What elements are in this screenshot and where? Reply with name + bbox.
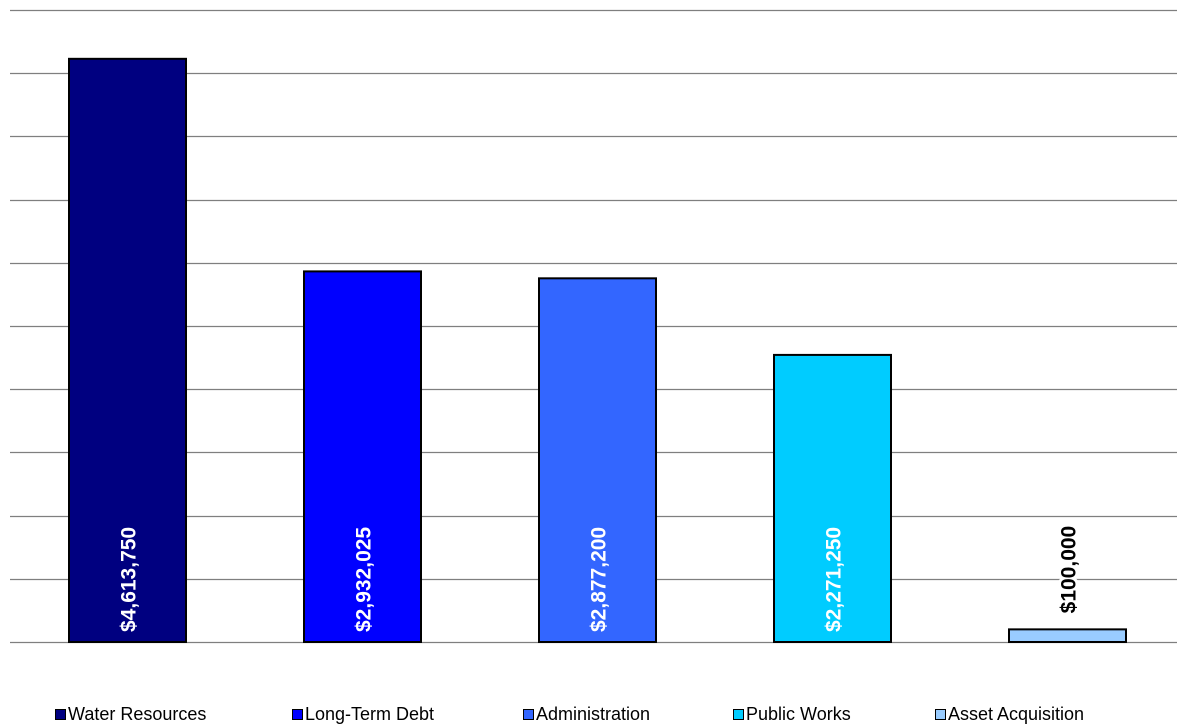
legend-swatch-public-works (733, 708, 744, 720)
legend-item-administration: Administration (523, 704, 650, 724)
legend-swatch-asset-acquisition (935, 708, 946, 720)
legend-swatch-administration (523, 708, 534, 720)
bar-asset-acquisition (1008, 628, 1127, 643)
bar-long-term-debt (303, 270, 422, 643)
bar-administration (538, 277, 657, 643)
legend-swatch-water-resources (55, 708, 66, 720)
legend-item-water-resources: Water Resources (55, 704, 206, 724)
data-labels: $4,613,750 $2,932,025 $2,877,200 $2,271,250… (118, 523, 1084, 632)
legend-swatch-long-term-debt (292, 708, 303, 720)
data-label-public-works: $2,271,250 (823, 527, 846, 632)
bar-water-resources (68, 57, 187, 643)
legend-label-asset-acquisition: Asset Acquisition (948, 704, 1085, 724)
data-label-water-resources: $4,613,750 (118, 527, 141, 632)
legend-label-administration: Administration (536, 704, 651, 724)
bar-chart: $4,613,750 $2,932,025 $2,877,200 $2,271,250… (10, 9, 1177, 644)
data-label-asset-acquisition: $100,000 (1058, 526, 1081, 614)
legend-label-public-works: Public Works (746, 704, 851, 724)
legend-label-water-resources: Water Resources (68, 704, 207, 724)
data-label-long-term-debt: $2,932,025 (353, 527, 376, 632)
bar-public-works (773, 353, 892, 643)
legend-item-long-term-debt: Long-Term Debt (292, 704, 434, 724)
legend-item-asset-acquisition: Asset Acquisition (935, 704, 1084, 724)
legend-item-public-works: Public Works (733, 704, 851, 724)
bars (68, 57, 1127, 643)
legend-label-long-term-debt: Long-Term Debt (305, 704, 435, 724)
legend: Water Resources Long-Term Debt Administr… (0, 704, 1177, 724)
data-label-administration: $2,877,200 (588, 527, 611, 632)
